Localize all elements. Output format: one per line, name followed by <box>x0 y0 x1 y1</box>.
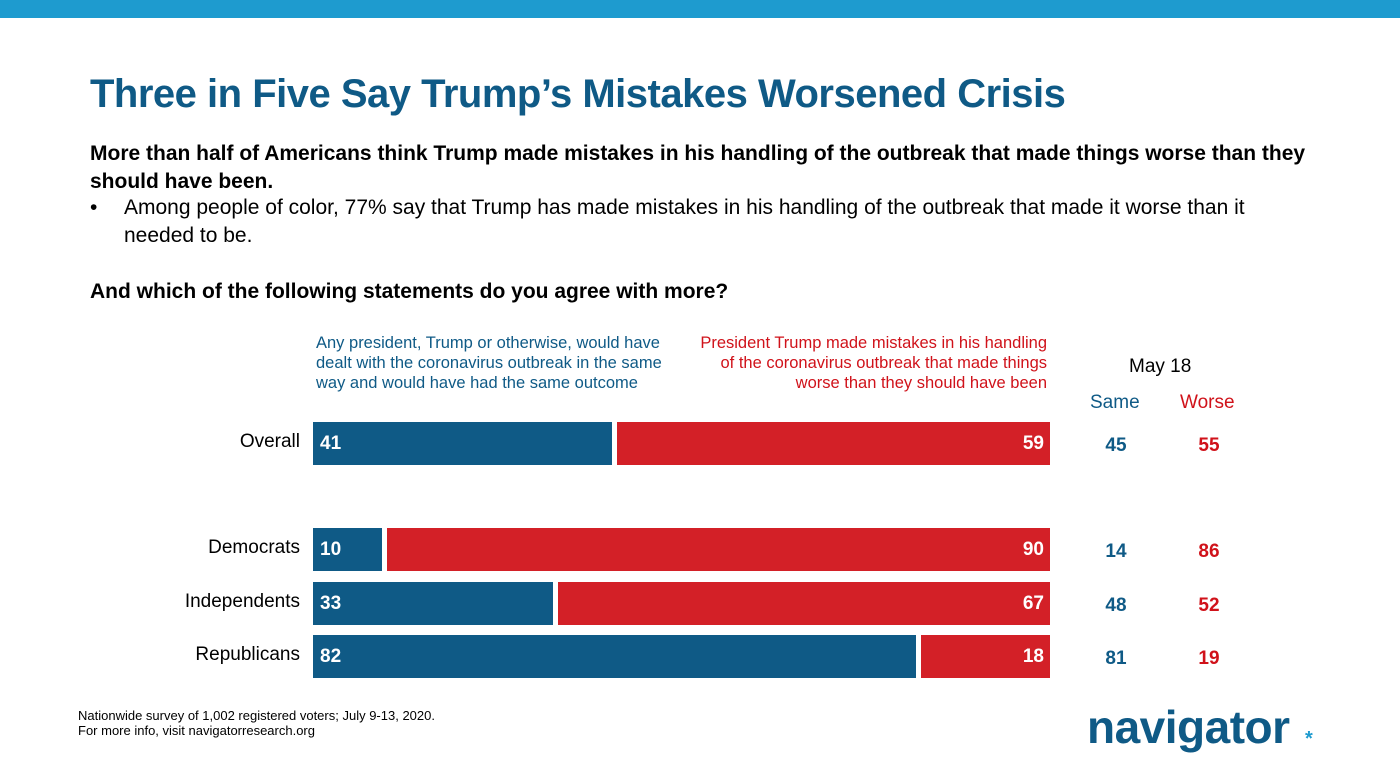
comparison-same-republicans: 81 <box>1105 648 1127 669</box>
bar-label-worse: 59 <box>1022 433 1044 454</box>
bar-worse-democrats: 90 <box>387 528 1050 571</box>
footnote: Nationwide survey of 1,002 registered vo… <box>78 708 435 738</box>
row-label-democrats: Democrats <box>208 537 300 558</box>
page-title: Three in Five Say Trump’s Mistakes Worse… <box>90 72 1066 116</box>
bar-label-same: 10 <box>320 539 342 560</box>
bar-label-same: 82 <box>320 646 342 667</box>
bar-worse-independents: 67 <box>558 582 1050 625</box>
bullet-text: Among people of color, 77% say that Trum… <box>124 196 1245 247</box>
comparison-same-overall: 45 <box>1105 435 1127 456</box>
bar-same-republicans: 82 <box>313 635 916 678</box>
row-label-republicans: Republicans <box>195 644 300 665</box>
comparison-header-worse: Worse <box>1180 392 1235 413</box>
lead-text: More than half of Americans think Trump … <box>90 142 1306 193</box>
legend-worse: President Trump made mistakes in his han… <box>700 334 1047 392</box>
bar-label-worse: 67 <box>1022 593 1044 614</box>
bar-same-independents: 33 <box>313 582 553 625</box>
comparison-worse-overall: 55 <box>1198 435 1220 456</box>
bar-worse-overall: 59 <box>617 422 1050 465</box>
comparison-worse-independents: 52 <box>1198 595 1220 616</box>
comparison-title: May 18 <box>1129 356 1192 377</box>
top-accent-bar <box>0 0 1400 18</box>
asterisk-icon: * <box>1305 728 1313 750</box>
bar-worse-republicans: 18 <box>921 635 1050 678</box>
survey-question: And which of the following statements do… <box>90 280 729 303</box>
bar-label-worse: 90 <box>1022 539 1044 560</box>
comparison-worse-republicans: 19 <box>1198 648 1220 669</box>
row-label-overall: Overall <box>239 431 300 452</box>
legend-same: Any president, Trump or otherwise, would… <box>316 334 662 392</box>
comparison-same-independents: 48 <box>1105 595 1127 616</box>
navigator-logo: navigator <box>1087 701 1290 753</box>
footnote-survey: Nationwide survey of 1,002 registered vo… <box>78 708 435 723</box>
bar-label-same: 41 <box>320 433 342 454</box>
bar-same-overall: 41 <box>313 422 612 465</box>
comparison-worse-democrats: 86 <box>1198 541 1220 562</box>
row-label-independents: Independents <box>184 591 300 612</box>
comparison-same-democrats: 14 <box>1105 541 1127 562</box>
bullet-icon: • <box>90 196 98 219</box>
bar-same-democrats: 10 <box>313 528 382 571</box>
footnote-link: For more info, visit navigatorresearch.o… <box>78 723 315 738</box>
bar-label-worse: 18 <box>1022 646 1044 667</box>
comparison-header-same: Same <box>1090 392 1140 413</box>
bar-label-same: 33 <box>320 593 342 614</box>
